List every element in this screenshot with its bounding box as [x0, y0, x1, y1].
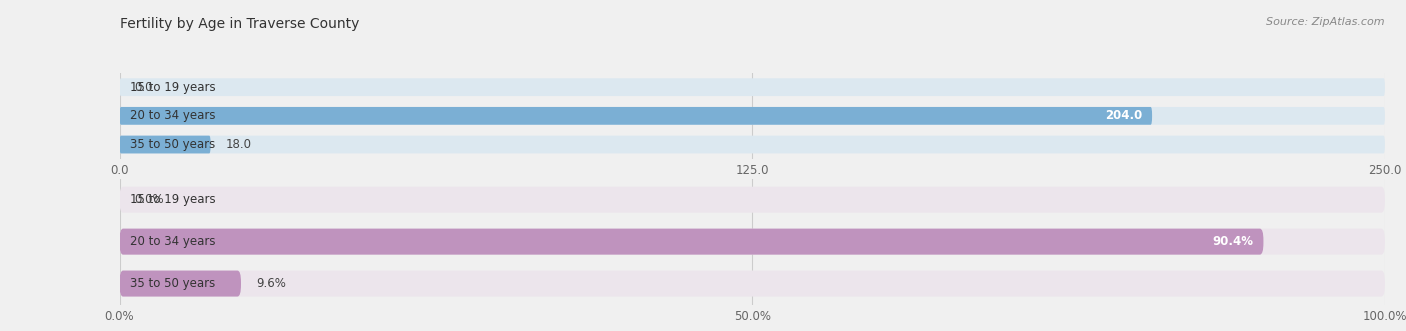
Text: Source: ZipAtlas.com: Source: ZipAtlas.com	[1267, 17, 1385, 26]
FancyBboxPatch shape	[120, 229, 1385, 255]
Text: 20 to 34 years: 20 to 34 years	[129, 235, 215, 248]
Text: 0.0%: 0.0%	[135, 193, 165, 206]
FancyBboxPatch shape	[120, 270, 1385, 297]
Text: 35 to 50 years: 35 to 50 years	[129, 277, 215, 290]
Text: 9.6%: 9.6%	[256, 277, 285, 290]
Text: Fertility by Age in Traverse County: Fertility by Age in Traverse County	[120, 17, 359, 30]
Text: 18.0: 18.0	[226, 138, 252, 151]
FancyBboxPatch shape	[120, 270, 240, 297]
FancyBboxPatch shape	[120, 229, 1264, 255]
FancyBboxPatch shape	[120, 136, 1385, 154]
Text: 90.4%: 90.4%	[1212, 235, 1253, 248]
Text: 20 to 34 years: 20 to 34 years	[129, 109, 215, 122]
FancyBboxPatch shape	[120, 107, 1152, 125]
Text: 204.0: 204.0	[1105, 109, 1142, 122]
Text: 0.0: 0.0	[135, 81, 153, 94]
FancyBboxPatch shape	[120, 187, 1385, 213]
Text: 15 to 19 years: 15 to 19 years	[129, 193, 215, 206]
Text: 35 to 50 years: 35 to 50 years	[129, 138, 215, 151]
Text: 15 to 19 years: 15 to 19 years	[129, 81, 215, 94]
FancyBboxPatch shape	[120, 107, 1385, 125]
FancyBboxPatch shape	[120, 78, 1385, 96]
FancyBboxPatch shape	[120, 136, 211, 154]
